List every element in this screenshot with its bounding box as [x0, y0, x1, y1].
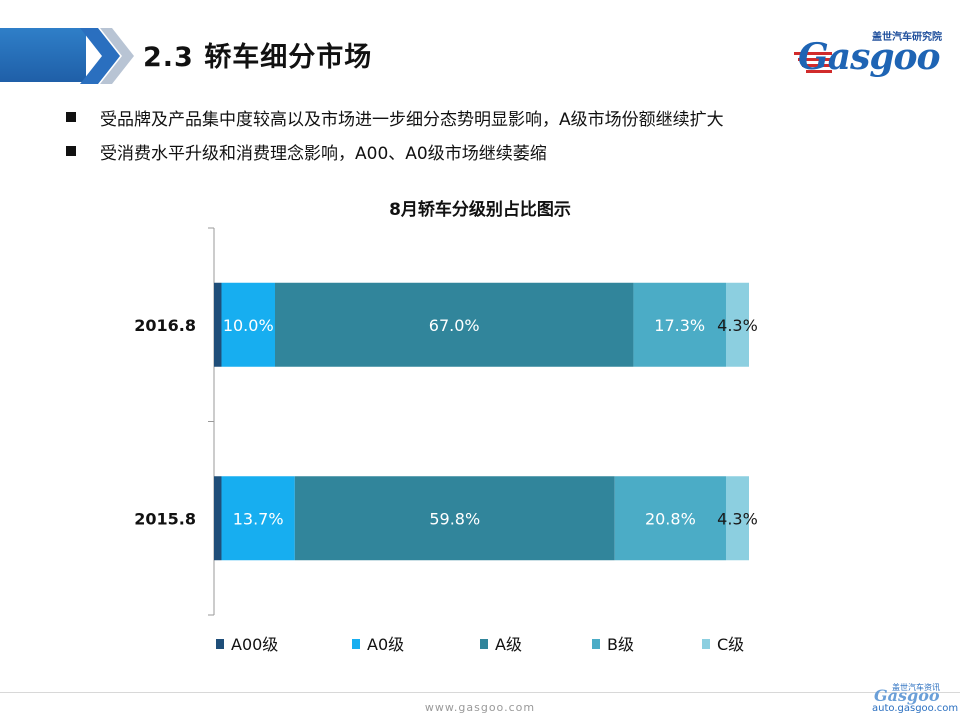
- header-accent-band: [0, 28, 86, 82]
- data-label: 13.7%: [233, 509, 284, 528]
- legend-swatch: [352, 639, 360, 649]
- legend-label: A级: [495, 635, 522, 654]
- legend-swatch: [480, 639, 488, 649]
- data-label: 17.3%: [654, 316, 705, 335]
- legend-swatch: [592, 639, 600, 649]
- data-label: 20.8%: [645, 509, 696, 528]
- bullet-list: 受品牌及产品集中度较高以及市场进一步细分态势明显影响，A级市场份额继续扩大 受消…: [66, 102, 946, 170]
- legend-label: B级: [607, 635, 634, 654]
- footer-logo-subtitle: 盖世汽车资讯: [892, 683, 940, 692]
- bullet-square-icon: [66, 146, 76, 156]
- slide-header: 2.3 轿车细分市场 盖世汽车研究院 Gasgoo: [0, 0, 960, 90]
- chevron-icon: [80, 28, 134, 84]
- bar-segment: [214, 282, 222, 367]
- bullet-text: 受品牌及产品集中度较高以及市场进一步细分态势明显影响，A级市场份额继续扩大: [100, 109, 724, 130]
- logo-stripes-icon: [794, 52, 832, 73]
- bar-segment: [221, 476, 295, 561]
- bar-segment: [221, 282, 275, 367]
- data-label: 59.8%: [429, 509, 480, 528]
- data-label: 4.3%: [717, 509, 758, 528]
- footer-logo: Gasgoo 盖世汽车资讯 auto.gasgoo.com: [860, 682, 959, 718]
- bullet-text: 受消费水平升级和消费理念影响，A00、A0级市场继续萎缩: [100, 143, 547, 164]
- stacked-bar-chart: 8月轿车分级别占比图示 2016.8 10.0% 67.0% 17.3% 4.3% 201…: [0, 180, 960, 680]
- gasgoo-logo: 盖世汽车研究院 Gasgoo: [790, 22, 945, 82]
- chart-title: 8月轿车分级别占比图示: [389, 200, 571, 220]
- footer-url: www.gasgoo.com: [424, 701, 536, 714]
- legend-label: A00级: [231, 635, 278, 654]
- bar-segment: [214, 476, 222, 561]
- bar-segment: [294, 476, 615, 561]
- bar-segment: [614, 476, 726, 561]
- legend-swatch: [216, 639, 224, 649]
- page-title: 2.3 轿车细分市场: [143, 42, 373, 73]
- logo-text: Gasgoo: [798, 36, 941, 78]
- logo-subtitle: 盖世汽车研究院: [872, 32, 942, 43]
- bullet-square-icon: [66, 112, 76, 122]
- data-label: 10.0%: [223, 316, 274, 335]
- bullet-item: 受消费水平升级和消费理念影响，A00、A0级市场继续萎缩: [66, 136, 946, 166]
- legend-label: C级: [717, 635, 744, 654]
- footer-divider: [0, 692, 960, 693]
- footer-logo-text: Gasgoo: [874, 686, 940, 705]
- data-label: 67.0%: [429, 316, 480, 335]
- category-label: 2016.8: [134, 316, 196, 335]
- bar-segment: [633, 282, 726, 367]
- legend-swatch: [702, 639, 710, 649]
- bar-segment: [274, 282, 634, 367]
- legend-label: A0级: [367, 635, 404, 654]
- data-label: 4.3%: [717, 316, 758, 335]
- category-label: 2015.8: [134, 509, 196, 528]
- footer-logo-url: auto.gasgoo.com: [872, 703, 959, 714]
- bar-segment: [725, 282, 749, 367]
- chart-plot: 2016.8 10.0% 67.0% 17.3% 4.3% 2015.8 13.7% 59.8…: [134, 227, 758, 654]
- bullet-item: 受品牌及产品集中度较高以及市场进一步细分态势明显影响，A级市场份额继续扩大: [66, 102, 946, 132]
- bar-segment: [725, 476, 749, 561]
